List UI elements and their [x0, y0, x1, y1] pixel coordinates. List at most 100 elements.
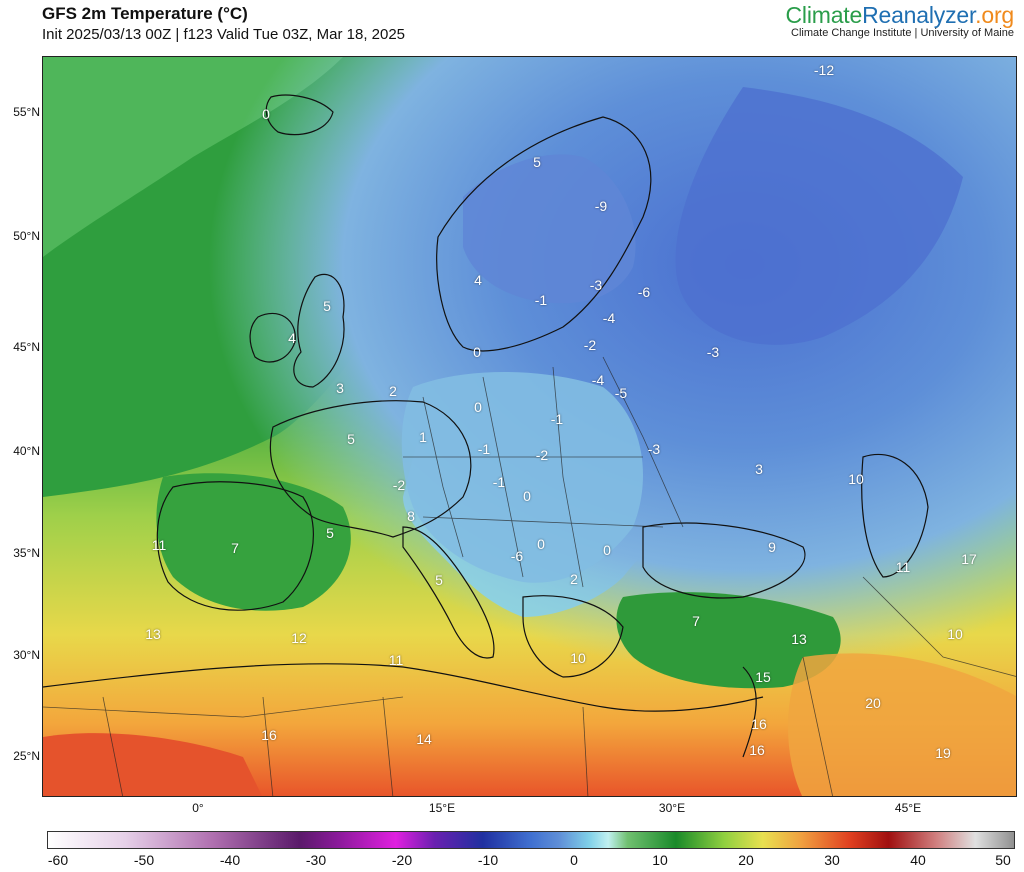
- middle-east-warm: [788, 653, 1016, 796]
- border-11: [582, 706, 589, 796]
- temp-label: -4: [602, 310, 616, 326]
- temp-label: 3: [755, 461, 763, 477]
- temp-label: 8: [407, 508, 415, 524]
- temp-label: 14: [416, 731, 432, 747]
- temp-label: 0: [473, 344, 481, 360]
- temp-label: -3: [647, 441, 661, 457]
- brand-logo[interactable]: ClimateReanalyzer.org: [785, 2, 1015, 29]
- colorbar-tick: 40: [910, 852, 926, 868]
- map-canvas: [43, 57, 1016, 796]
- russia-cold-core: [675, 87, 963, 345]
- iberia-outline: [156, 481, 314, 611]
- border-3: [552, 366, 584, 588]
- map-subtitle: Init 2025/03/13 00Z | f123 Valid Tue 03Z…: [42, 26, 406, 43]
- temp-label: 15: [755, 669, 771, 685]
- brand-logo-part1: Climate: [785, 2, 863, 28]
- north-africa-coast: [43, 663, 764, 712]
- temp-label: 11: [151, 537, 167, 553]
- brand-tagline: Climate Change Institute | University of…: [791, 27, 1014, 39]
- temp-label: 19: [935, 745, 951, 761]
- balkans-outline: [522, 595, 624, 678]
- brand-logo-part2: Reanalyzer: [862, 2, 976, 28]
- colorbar-tick: 10: [652, 852, 668, 868]
- colorbar-svg: [48, 832, 1014, 848]
- temp-label: 16: [261, 727, 277, 743]
- black-sea-outline: [642, 522, 806, 599]
- temperature-colorbar: [47, 831, 1015, 849]
- temp-label: 5: [323, 298, 331, 314]
- border-13: [862, 576, 1016, 677]
- france-outline: [269, 400, 472, 538]
- lon-tick-0: 0°: [192, 801, 204, 815]
- lon-tick-15e: 15°E: [428, 801, 456, 815]
- lat-tick-25: 25°N: [13, 749, 40, 763]
- temp-label: 10: [570, 650, 586, 666]
- iberia-field: [156, 473, 351, 611]
- colorbar-gradient: [48, 832, 1014, 848]
- colorbar-tick: 0: [570, 852, 578, 868]
- brand-block[interactable]: ClimateReanalyzer.org Climate Change Ins…: [785, 2, 1015, 39]
- lon-tick-30e: 30°E: [658, 801, 686, 815]
- colorbar-tick: 30: [824, 852, 840, 868]
- colorbar-tick: -50: [133, 852, 155, 868]
- country-borders: [43, 356, 1016, 796]
- lat-tick-50: 50°N: [13, 229, 40, 243]
- temp-label: -2: [392, 477, 406, 493]
- border-1: [422, 396, 464, 558]
- lon-tick-45e: 45°E: [894, 801, 922, 815]
- colorbar-tick: -20: [391, 852, 413, 868]
- border-10: [382, 696, 394, 796]
- temp-label: -6: [510, 548, 524, 564]
- border-8: [102, 696, 124, 796]
- levant-coast: [742, 666, 757, 758]
- britain-outline: [293, 273, 345, 388]
- colorbar-tick: -30: [305, 852, 327, 868]
- temp-label: 10: [848, 471, 864, 487]
- temp-label: -2: [583, 337, 597, 353]
- temp-label: 5: [326, 525, 334, 541]
- temp-label: 5: [435, 572, 443, 588]
- turkey-field: [616, 592, 841, 689]
- scandinavia-cold: [463, 154, 636, 304]
- temp-label: -5: [614, 385, 628, 401]
- temp-label: 4: [288, 330, 296, 346]
- border-9: [262, 696, 274, 796]
- central-europe-cold: [401, 372, 643, 583]
- temperature-map: [42, 56, 1017, 797]
- temp-label: 5: [533, 154, 541, 170]
- temp-label: 20: [865, 695, 881, 711]
- temp-label: 10: [947, 626, 963, 642]
- temp-label: 9: [768, 539, 776, 555]
- temp-label: -3: [706, 344, 720, 360]
- temp-label: -1: [492, 474, 506, 490]
- border-4: [602, 356, 684, 528]
- lat-tick-35: 35°N: [13, 546, 40, 560]
- coastlines: [43, 94, 929, 758]
- temp-label: 13: [791, 631, 807, 647]
- temp-label: -12: [813, 62, 835, 78]
- temp-label: 16: [749, 742, 765, 758]
- temp-label: 17: [961, 551, 977, 567]
- sahara-hot: [43, 733, 263, 796]
- scandinavia-outline: [436, 116, 652, 352]
- temp-label: 2: [570, 571, 578, 587]
- temp-label: 11: [388, 652, 404, 668]
- border-7: [43, 696, 404, 718]
- caspian-outline: [861, 453, 929, 578]
- temp-label: 2: [389, 383, 397, 399]
- temp-label: 4: [474, 272, 482, 288]
- temp-label: 1: [419, 429, 427, 445]
- colorbar-tick: -10: [477, 852, 499, 868]
- border-6: [422, 516, 664, 528]
- border-12: [802, 656, 833, 796]
- colorbar-tick: -60: [47, 852, 69, 868]
- brand-logo-part3: .org: [975, 2, 1014, 28]
- temp-label: -4: [591, 372, 605, 388]
- colorbar-tick: 50: [995, 852, 1011, 868]
- temp-label: 12: [291, 630, 307, 646]
- lat-tick-55: 55°N: [13, 105, 40, 119]
- temp-label: -6: [637, 284, 651, 300]
- temp-label: 11: [895, 559, 911, 575]
- temp-label: 0: [537, 536, 545, 552]
- ireland-outline: [249, 312, 296, 363]
